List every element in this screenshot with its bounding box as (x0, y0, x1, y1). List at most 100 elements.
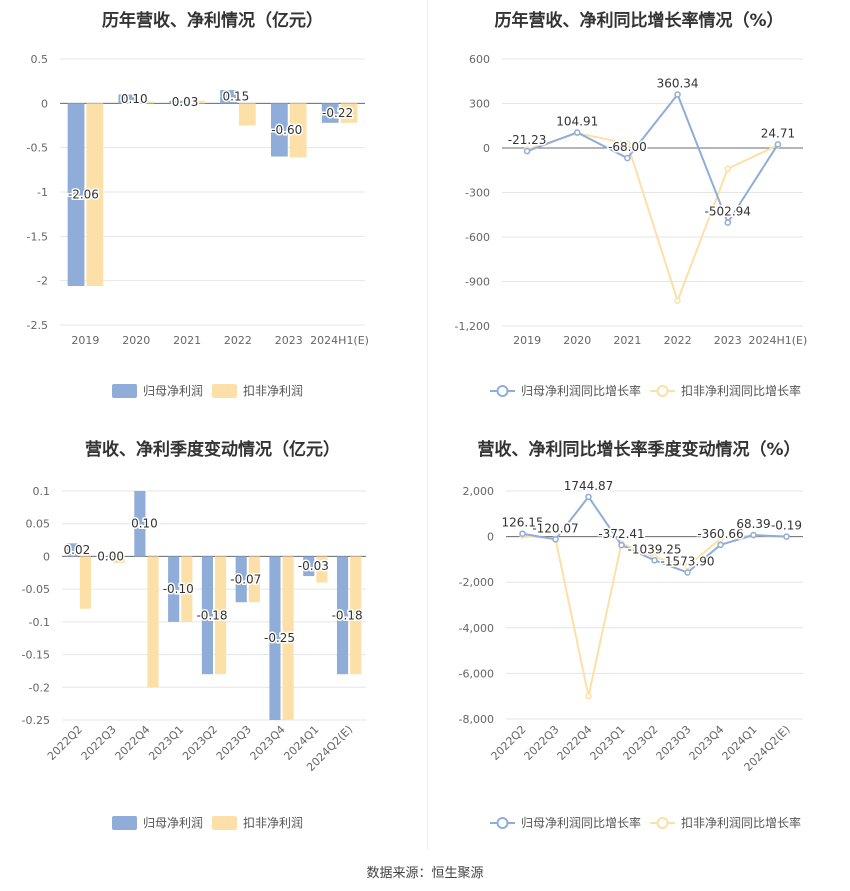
y-tick-label: 0.1 (33, 485, 51, 498)
data-label: 0.02 (64, 543, 91, 557)
y-tick-label: -8,000 (459, 713, 494, 726)
x-tick-label: 2023 (714, 334, 742, 347)
line-point (717, 535, 724, 543)
y-tick-label: -900 (465, 276, 490, 289)
annual-profit-panel: 历年营收、净利情况（亿元） 0.5 0 -0.5 -1 -1.5 -2 -2.5 2019 20… (0, 0, 425, 420)
y-tick-label: -4,000 (459, 622, 494, 635)
line-point (574, 129, 581, 136)
chart-title: 营收、净利季度变动情况（亿元） (85, 440, 340, 460)
line-point (674, 91, 681, 98)
data-label: -68.00 (608, 140, 647, 154)
bar-deducted-net-profit (350, 556, 362, 675)
line-point (624, 154, 631, 162)
y-tick-label: -0.05 (22, 583, 50, 596)
x-tick-label: 2023Q4 (687, 723, 727, 763)
x-tick-label: 2022Q2 (489, 723, 529, 763)
legend-swatch-marker (496, 817, 509, 829)
line-point (684, 562, 691, 570)
x-tick-label: 2020 (122, 334, 150, 347)
data-label: 126.15 (502, 516, 544, 530)
line-point (523, 147, 531, 155)
legend-label: 归母净利润同比增长率 (521, 815, 641, 830)
y-tick-label: 0 (483, 142, 490, 155)
x-tick-label: 2019 (513, 334, 541, 347)
legend-swatch (112, 384, 137, 398)
line-point (618, 541, 625, 549)
y-tick-label: -300 (465, 187, 490, 200)
x-tick-label: 2020 (563, 334, 591, 347)
data-label: -0.18 (332, 608, 363, 622)
chart-svg: 0.10.050-0.05-0.1-0.15-0.2-0.252022Q2202… (22, 485, 366, 830)
data-label: -0.10 (163, 582, 194, 596)
data-label: -360.66 (697, 527, 743, 541)
bar-deducted-net-profit (340, 103, 358, 123)
line-point (585, 493, 592, 501)
bar-parent-net-profit (118, 94, 136, 104)
legend: 归母净利润同比增长率 扣非净利润同比增长率 (490, 383, 801, 398)
x-tick-label: 2022Q4 (555, 723, 595, 763)
x-tick-label: 2023 (275, 334, 303, 347)
data-label: 104.91 (556, 114, 598, 128)
bar-parent-net-profit (336, 556, 349, 675)
x-tick-label: 2022Q4 (113, 723, 153, 763)
chart-title: 营收、净利同比增长率季度变动情况（%） (477, 440, 801, 460)
y-tick-label: 300 (469, 98, 490, 111)
bar-deducted-net-profit (86, 103, 104, 286)
bar-parent-net-profit (134, 491, 146, 557)
bar-deducted-net-profit (181, 556, 193, 622)
legend-swatch (212, 384, 237, 398)
bar-parent-net-profit (220, 90, 237, 104)
line-point (552, 536, 559, 543)
x-tick-label: 2021 (613, 334, 641, 347)
line-point (783, 533, 790, 540)
bar-parent-net-profit (303, 556, 315, 577)
line-point (651, 557, 658, 564)
data-label: -0.25 (264, 631, 295, 645)
legend-swatch (112, 816, 137, 830)
y-tick-label: -6,000 (459, 667, 494, 680)
y-tick-label: 0.05 (26, 518, 51, 531)
x-tick-label: 2023Q4 (248, 723, 288, 763)
x-tick-label: 2023Q3 (214, 723, 254, 763)
data-source-footer: 数据来源：恒生聚源 (366, 866, 484, 881)
x-tick-label: 2022 (224, 334, 252, 347)
y-tick-label: -0.1 (29, 616, 50, 629)
data-label: -0.60 (271, 123, 302, 137)
chart-svg: 0.5 0 -0.5 -1 -1.5 -2 -2.5 2019 2020 2021 2022 2023… (27, 53, 369, 398)
y-tick-label: 600 (469, 53, 490, 66)
bar-parent-net-profit (201, 556, 213, 675)
bar-deducted-net-profit (147, 556, 159, 688)
legend-label: 归母净利润同比增长率 (521, 383, 641, 398)
x-tick-label: 2019 (71, 334, 99, 347)
bar-parent-net-profit (235, 556, 247, 603)
line-point (519, 530, 526, 537)
legend: 归母净利润 扣非净利润 (112, 384, 303, 398)
x-tick-label: 2023Q3 (654, 723, 694, 763)
bar-deducted-net-profit (215, 556, 227, 675)
y-tick-label: 0.5 (31, 53, 49, 66)
bar-parent-net-profit (66, 543, 78, 557)
x-tick-label: 2022Q3 (79, 723, 119, 763)
line-point (724, 165, 731, 173)
data-label: 0.10 (121, 92, 148, 106)
legend: 归母净利润 扣非净利润 (112, 816, 303, 830)
x-tick-label: 2022Q3 (522, 723, 562, 763)
x-tick-label: 2022 (664, 334, 692, 347)
x-tick-label: 2023Q2 (180, 723, 220, 763)
y-tick-label: 2,000 (463, 485, 495, 498)
y-tick-label: -1 (37, 186, 48, 199)
bar-parent-net-profit (168, 556, 180, 622)
data-label: 68.39 (736, 517, 770, 531)
bar-deducted-net-profit (248, 556, 260, 603)
legend-label: 扣非净利润 (243, 816, 303, 830)
x-tick-label: 2021 (173, 334, 201, 347)
bar-deducted-net-profit (137, 101, 155, 104)
y-tick-label: -0.25 (22, 714, 50, 727)
y-tick-label: -0.15 (22, 649, 50, 662)
bar-deducted-net-profit (316, 556, 328, 583)
y-tick-label: -600 (465, 231, 490, 244)
y-tick-label: -2.5 (27, 319, 48, 332)
data-label: -0.18 (196, 608, 227, 622)
legend: 归母净利润同比增长率 扣非净利润同比增长率 (490, 815, 801, 830)
chart-svg: 2,0000-2,000-4,000-6,000-8,0002022Q22022… (459, 477, 804, 830)
